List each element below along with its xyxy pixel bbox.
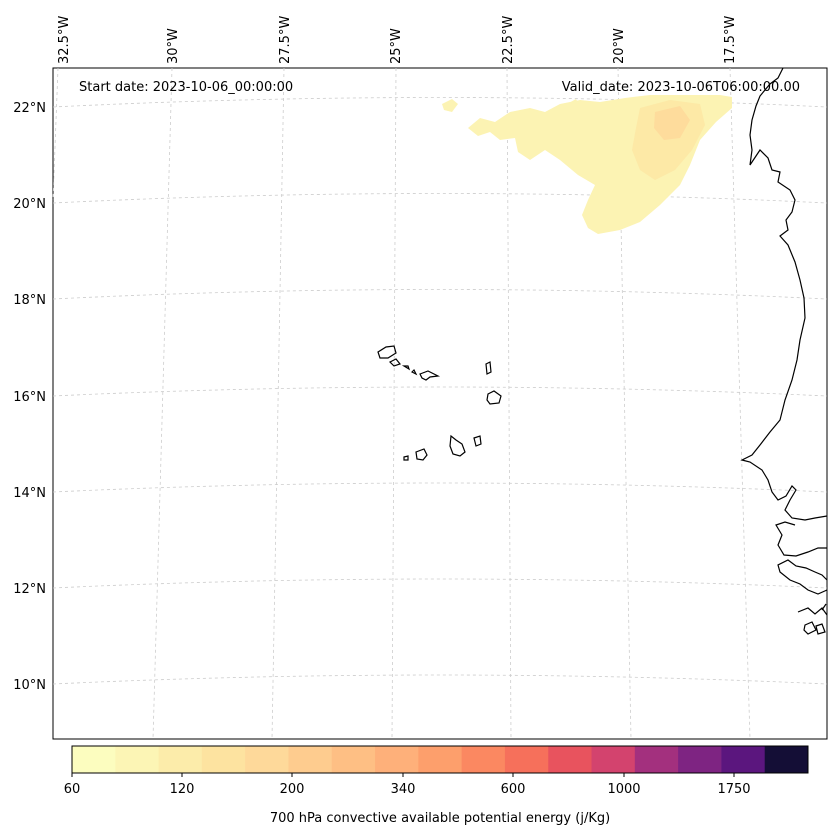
island-brava (403, 455, 409, 461)
parallel-gridlines (52, 97, 828, 685)
lon-label: 30°W (166, 28, 181, 64)
colorbar-swatch (331, 746, 376, 773)
island-santa-luzia (401, 365, 411, 371)
colorbar-swatches (72, 746, 809, 773)
lat-label: 22°N (13, 101, 46, 116)
lon-label: 27.5°W (278, 16, 293, 64)
island-santiago (449, 434, 466, 457)
colorbar-swatch (548, 746, 593, 773)
colorbar-swatch (678, 746, 722, 773)
colorbar-swatch (245, 746, 289, 773)
island-sao-vicente (388, 358, 402, 367)
cb-tick-label: 120 (170, 782, 195, 797)
cb-tick-label: 340 (391, 782, 416, 797)
cb-tick-label: 1750 (717, 782, 750, 797)
cape-region-blob-c (596, 120, 618, 138)
lat-label: 14°N (13, 486, 46, 501)
map-frame (52, 67, 828, 740)
cb-tick-label: 600 (501, 782, 526, 797)
colorbar-swatch (158, 746, 203, 773)
cape-region-peak (654, 106, 690, 140)
island-maio (473, 435, 482, 447)
colorbar-swatch (375, 746, 419, 773)
island-fogo (415, 448, 428, 461)
africa-coastline (740, 67, 828, 521)
colorbar-swatch (201, 746, 246, 773)
colorbar-swatch (115, 746, 160, 773)
lat-label: 12°N (13, 582, 46, 597)
guinea-bissau-coast (777, 559, 828, 595)
lon-label: 25°W (389, 28, 404, 64)
lat-label: 18°N (13, 293, 46, 308)
colorbar-swatch (418, 746, 463, 773)
cape-field (442, 95, 732, 234)
cape-region-blob-a (442, 99, 458, 112)
lat-label: 20°N (13, 197, 46, 212)
cape-verde-islands (377, 345, 502, 461)
latitude-labels: 22°N 20°N 18°N 16°N 14°N 12°N 10°N (13, 101, 46, 693)
cb-tick-label: 1000 (607, 782, 640, 797)
map-panel (52, 67, 828, 740)
meridian-gridlines (52, 67, 751, 740)
colorbar: 60 120 200 340 600 1000 1750 700 hPa con… (64, 745, 809, 826)
colorbar-swatch (721, 746, 766, 773)
valid-date-label: Valid_date: 2023-10-06T06:00:00.00 (562, 80, 800, 95)
lat-label: 10°N (13, 678, 46, 693)
island-sao-nicolau (410, 368, 441, 381)
cape-region-blob-b (567, 99, 580, 110)
colorbar-frame (71, 745, 809, 774)
lat-label: 16°N (13, 390, 46, 405)
cb-tick-label: 60 (64, 782, 81, 797)
longitude-labels: 32.5°W 30°W 27.5°W 25°W 22.5°W 20°W 17.5… (57, 16, 738, 64)
lon-label: 17.5°W (723, 16, 738, 64)
colorbar-swatch (591, 746, 636, 773)
colorbar-swatch (764, 746, 809, 773)
colorbar-ticks: 60 120 200 340 600 1000 1750 (64, 773, 751, 797)
colorbar-swatch (634, 746, 679, 773)
island-sal (485, 361, 492, 375)
colorbar-swatch (504, 746, 549, 773)
colorbar-swatch (288, 746, 333, 773)
lon-label: 22.5°W (501, 16, 516, 64)
island-santo-antao (377, 345, 397, 359)
bijagos-islands (797, 603, 828, 635)
colorbar-label: 700 hPa convective available potential e… (270, 811, 610, 826)
colorbar-swatch (461, 746, 506, 773)
start-date-label: Start date: 2023-10-06_00:00:00 (79, 80, 293, 95)
lon-label: 32.5°W (57, 16, 72, 64)
lon-label: 20°W (612, 28, 627, 64)
africa-coastline-south (775, 521, 827, 557)
island-boa-vista (486, 390, 502, 405)
colorbar-swatch (72, 746, 116, 773)
cb-tick-label: 200 (280, 782, 305, 797)
